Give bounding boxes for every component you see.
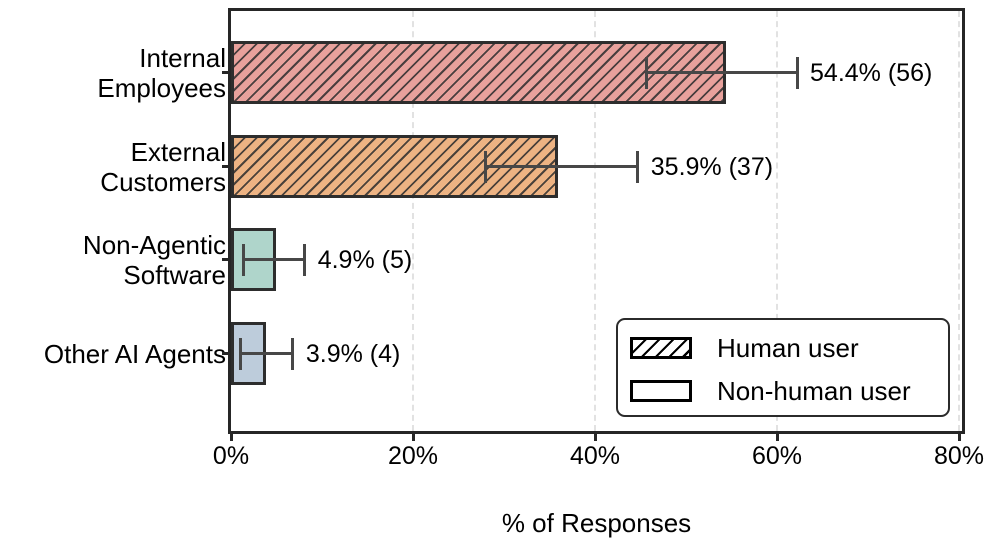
y-axis-tick [222, 258, 228, 261]
legend-label: Non-human user [717, 376, 911, 406]
legend: Human user Non-human user [616, 318, 950, 417]
y-axis-tick [222, 165, 228, 168]
x-axis-tick [593, 434, 597, 441]
bar-value-label: 3.9% (4) [305, 339, 401, 368]
y-axis-tick [222, 352, 228, 355]
x-axis-tick [775, 434, 779, 441]
x-axis-tick-label: 20% [387, 442, 439, 470]
plain-swatch-icon [630, 380, 692, 402]
legend-entry-human-user: Human user [630, 331, 936, 365]
error-bar-line [485, 165, 638, 168]
category-label: Other AI Agents [43, 338, 226, 369]
error-bar-cap-high [303, 243, 307, 276]
error-bar-cap-low [238, 337, 242, 370]
error-bar-cap-high [636, 150, 640, 183]
x-axis-tick [229, 434, 233, 441]
gridline [958, 11, 960, 431]
x-axis-tick-label: 40% [569, 442, 621, 470]
x-axis-title: % of Responses [501, 508, 692, 538]
legend-entry-non-human-user: Non-human user [630, 374, 936, 408]
legend-label: Human user [717, 333, 859, 363]
x-axis-tick [411, 434, 415, 441]
category-label: External Customers [100, 136, 226, 197]
bar-value-label: 35.9% (37) [650, 152, 774, 181]
x-axis-tick [957, 434, 961, 441]
error-bar-cap-high [795, 56, 799, 89]
error-bar-cap-low [645, 56, 649, 89]
y-axis-tick [222, 71, 228, 74]
error-bar-line [646, 71, 797, 74]
x-axis-tick-label: 60% [751, 442, 803, 470]
gridline [594, 11, 596, 431]
error-bar-cap-high [291, 337, 295, 370]
hatched-swatch-icon [630, 337, 692, 359]
bar-value-label: 4.9% (5) [317, 245, 413, 274]
error-bar-line [243, 258, 305, 261]
error-bar-cap-low [484, 150, 488, 183]
error-bar-cap-low [242, 243, 246, 276]
bar-value-label: 54.4% (56) [810, 58, 933, 87]
x-axis-tick-label: 0% [212, 442, 250, 470]
error-bar-line [240, 352, 293, 355]
gridline [412, 11, 414, 431]
bar [231, 41, 727, 104]
gridline [776, 11, 778, 431]
category-label: Non-Agentic Software [82, 229, 226, 290]
category-label: Internal Employees [97, 42, 226, 103]
x-axis-tick-label: 80% [933, 442, 985, 470]
plot-area [228, 8, 965, 434]
